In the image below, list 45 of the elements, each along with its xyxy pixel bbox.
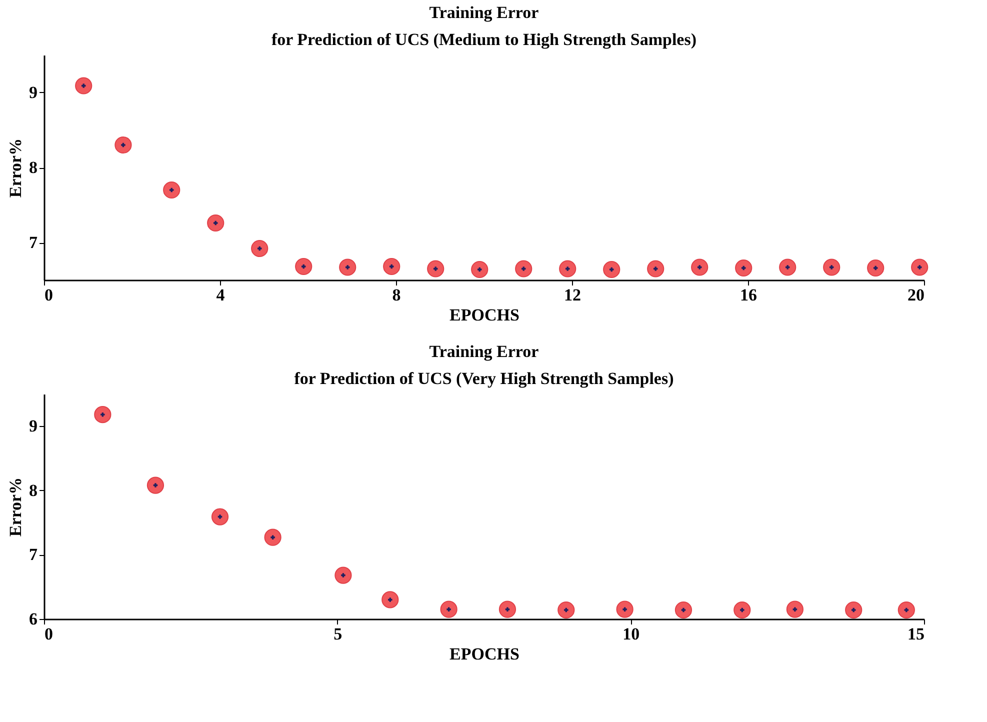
point: [163, 181, 180, 199]
x-tick-label: 5: [334, 624, 342, 644]
point: [867, 259, 884, 277]
y-tick-label: 8: [29, 480, 38, 500]
x-tick-label: 4: [216, 286, 226, 304]
x-tick-label: 10: [622, 624, 640, 644]
x-tick-label: 15: [908, 624, 924, 644]
point: [603, 260, 620, 278]
point: [647, 260, 664, 278]
y-tick-label: 7: [29, 545, 38, 564]
x-tick-label: 16: [740, 286, 757, 304]
point: [911, 258, 928, 276]
point: [471, 260, 488, 278]
chart-title: Training Error: [429, 342, 540, 361]
x-tick-label: 0: [44, 286, 53, 304]
y-axis-title: Error%: [6, 477, 25, 537]
point: [735, 259, 752, 277]
x-axis-title: EPOCHS: [450, 644, 520, 664]
x-tick-label: 12: [564, 286, 581, 304]
point: [339, 258, 356, 276]
y-tick-label: 9: [29, 83, 38, 102]
point: [383, 258, 400, 276]
point: [114, 136, 132, 154]
y-tick-label: 8: [29, 158, 38, 177]
chart-title: Training Error: [429, 3, 540, 22]
point: [515, 260, 532, 278]
x-tick-label: 8: [392, 286, 401, 304]
point: [295, 258, 312, 276]
point: [559, 260, 576, 278]
point: [75, 77, 92, 94]
x-axis-title: EPOCHS: [450, 306, 520, 324]
point: [207, 214, 224, 232]
point: [823, 258, 840, 276]
point: [779, 258, 796, 276]
y-tick-label: 6: [29, 610, 38, 628]
y-axis-title: Error%: [6, 138, 25, 198]
y-tick-label: 7: [29, 233, 38, 252]
point: [427, 260, 444, 278]
point: [691, 258, 708, 276]
chart-subtitle: for Prediction of UCS (Medium to High Strength Samples): [272, 30, 696, 49]
x-tick-label: 0: [44, 624, 53, 644]
chart-subtitle: for Prediction of UCS (Very High Strength Samples): [294, 369, 674, 388]
y-tick-label: 9: [29, 416, 38, 436]
point: [251, 240, 268, 258]
x-tick-label: 20: [908, 286, 924, 304]
